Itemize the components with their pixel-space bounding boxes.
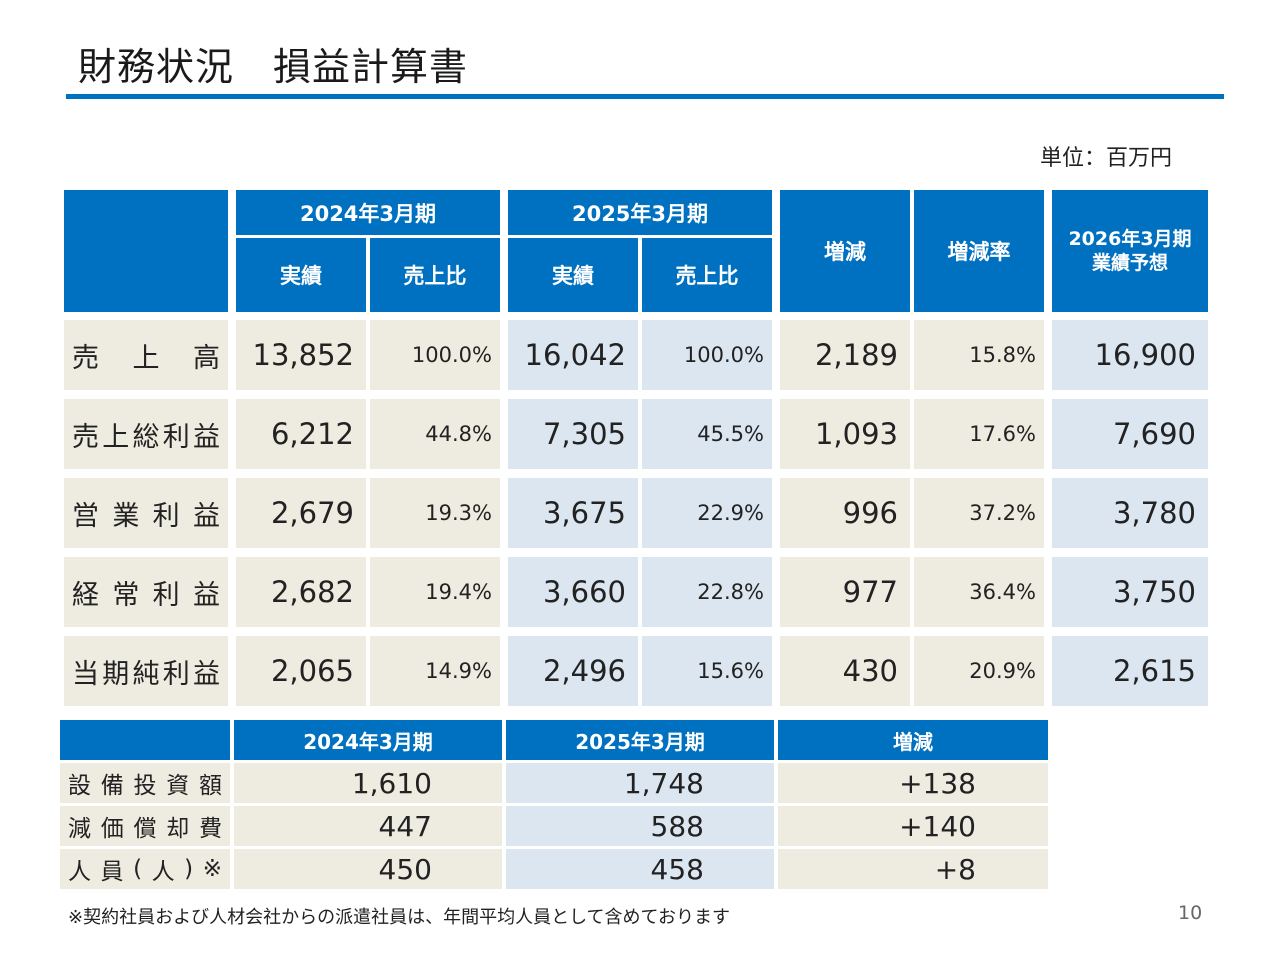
cell-v2025: 3,675 (508, 478, 638, 548)
cell-rate: 15.8% (914, 320, 1044, 390)
header-forecast-line2: 業績予想 (1091, 252, 1168, 274)
cell-v2024: 2,679 (236, 478, 366, 548)
sub-row-label: 減価償却費 (60, 806, 230, 846)
sub-cell-change: +140 (778, 806, 1048, 846)
cell-forecast: 7,690 (1052, 399, 1208, 469)
cell-v2024: 2,682 (236, 557, 366, 627)
cell-change: 1,093 (780, 399, 910, 469)
unit-label: 単位：百万円 (1040, 146, 1173, 171)
cell-forecast: 2,615 (1052, 636, 1208, 706)
header-fy2024: 2024年3月期 (236, 190, 500, 235)
cell-rate: 37.2% (914, 478, 1044, 548)
cell-v2025: 7,305 (508, 399, 638, 469)
page-number: 10 (1178, 902, 1203, 924)
sub-cell-change: +138 (778, 763, 1048, 803)
header-change: 増減 (780, 190, 910, 312)
header-change-rate: 増減率 (914, 190, 1044, 312)
title-underline (66, 94, 1224, 99)
row-label: 営業利益 (64, 478, 228, 548)
header-forecast-line1: 2026年3月期 (1068, 228, 1192, 250)
sub-row-label: 人員(人) ※ (60, 849, 230, 889)
row-label: 経常利益 (64, 557, 228, 627)
sub-header-blank (60, 720, 230, 760)
row-label: 売上高 (64, 320, 228, 390)
cell-r2025: 100.0% (642, 320, 772, 390)
cell-change: 2,189 (780, 320, 910, 390)
sub-cell-v2025: 458 (506, 849, 774, 889)
cell-rate: 36.4% (914, 557, 1044, 627)
header-fy2024-ratio: 売上比 (370, 238, 500, 312)
cell-r2025: 15.6% (642, 636, 772, 706)
page-title: 財務状況 損益計算書 (78, 45, 469, 89)
cell-v2025: 3,660 (508, 557, 638, 627)
sub-header-fy2024: 2024年3月期 (234, 720, 502, 760)
cell-v2025: 2,496 (508, 636, 638, 706)
sub-cell-v2025: 588 (506, 806, 774, 846)
cell-change: 977 (780, 557, 910, 627)
cell-v2024: 2,065 (236, 636, 366, 706)
row-label: 当期純利益 (64, 636, 228, 706)
cell-forecast: 16,900 (1052, 320, 1208, 390)
cell-change: 430 (780, 636, 910, 706)
sub-cell-v2025: 1,748 (506, 763, 774, 803)
cell-forecast: 3,750 (1052, 557, 1208, 627)
sub-row-label: 設備投資額 (60, 763, 230, 803)
cell-v2025: 16,042 (508, 320, 638, 390)
header-fy2025-actual: 実績 (508, 238, 638, 312)
cell-r2024: 100.0% (370, 320, 500, 390)
header-fy2025: 2025年3月期 (508, 190, 772, 235)
sub-cell-v2024: 447 (234, 806, 502, 846)
header-forecast: 2026年3月期 業績予想 (1052, 190, 1208, 312)
sub-header-change: 増減 (778, 720, 1048, 760)
cell-r2025: 45.5% (642, 399, 772, 469)
cell-r2025: 22.9% (642, 478, 772, 548)
sub-cell-v2024: 1,610 (234, 763, 502, 803)
sub-header-fy2025: 2025年3月期 (506, 720, 774, 760)
cell-r2024: 19.3% (370, 478, 500, 548)
sub-cell-v2024: 450 (234, 849, 502, 889)
cell-r2024: 19.4% (370, 557, 500, 627)
header-fy2025-ratio: 売上比 (642, 238, 772, 312)
cell-v2024: 6,212 (236, 399, 366, 469)
sub-cell-change: +8 (778, 849, 1048, 889)
header-fy2024-actual: 実績 (236, 238, 366, 312)
footnote: ※契約社員および人材会社からの派遣社員は、年間平均人員として含めております (68, 907, 730, 928)
cell-change: 996 (780, 478, 910, 548)
cell-r2024: 44.8% (370, 399, 500, 469)
cell-rate: 20.9% (914, 636, 1044, 706)
row-label: 売上総利益 (64, 399, 228, 469)
cell-forecast: 3,780 (1052, 478, 1208, 548)
header-blank (64, 190, 228, 312)
cell-r2024: 14.9% (370, 636, 500, 706)
cell-rate: 17.6% (914, 399, 1044, 469)
cell-r2025: 22.8% (642, 557, 772, 627)
cell-v2024: 13,852 (236, 320, 366, 390)
